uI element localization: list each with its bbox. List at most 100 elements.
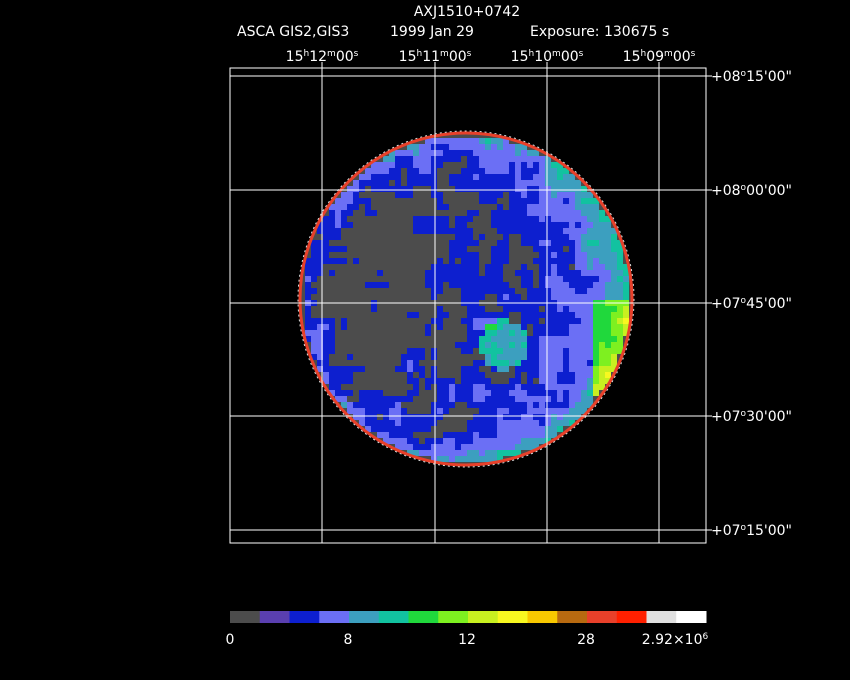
pixel xyxy=(341,192,347,198)
pixel xyxy=(479,396,485,402)
pixel xyxy=(473,210,479,216)
pixel xyxy=(419,150,425,156)
pixel xyxy=(383,420,389,426)
pixel xyxy=(509,426,515,432)
pixel xyxy=(449,390,455,396)
pixel xyxy=(593,210,599,216)
pixel xyxy=(443,312,449,318)
pixel xyxy=(545,432,551,438)
pixel xyxy=(485,414,491,420)
pixel xyxy=(539,438,545,444)
pixel xyxy=(383,438,389,444)
pixel xyxy=(503,312,509,318)
pixel xyxy=(467,420,473,426)
pixel xyxy=(497,192,503,198)
dec-label: +08o15'00" xyxy=(711,69,792,85)
pixel xyxy=(341,402,347,408)
pixel xyxy=(581,204,587,210)
pixel xyxy=(503,306,509,312)
pixel xyxy=(575,414,581,420)
colorbar-cell xyxy=(587,611,618,623)
pixel xyxy=(605,294,611,300)
pixel xyxy=(455,174,461,180)
pixel xyxy=(491,456,497,462)
pixel xyxy=(431,174,437,180)
pixel xyxy=(515,198,521,204)
pixel xyxy=(449,150,455,156)
pixel xyxy=(551,264,557,270)
pixel xyxy=(335,222,341,228)
ra-label-part: 15 xyxy=(623,49,641,65)
pixel xyxy=(533,324,539,330)
pixel xyxy=(521,330,527,336)
pixel xyxy=(551,324,557,330)
pixel xyxy=(539,294,545,300)
pixel xyxy=(425,276,431,282)
pixel xyxy=(467,228,473,234)
pixel xyxy=(563,234,569,240)
pixel xyxy=(503,228,509,234)
pixel xyxy=(473,426,479,432)
pixel xyxy=(491,348,497,354)
pixel xyxy=(557,282,563,288)
pixel xyxy=(599,228,605,234)
pixel xyxy=(305,270,311,276)
pixel xyxy=(437,288,443,294)
pixel xyxy=(539,252,545,258)
pixel xyxy=(437,276,443,282)
pixel xyxy=(419,420,425,426)
pixel xyxy=(521,426,527,432)
pixel xyxy=(575,234,581,240)
pixel xyxy=(557,294,563,300)
pixel xyxy=(359,414,365,420)
pixel xyxy=(503,210,509,216)
pixel xyxy=(515,402,521,408)
pixel xyxy=(623,330,629,336)
pixel xyxy=(323,378,329,384)
pixel xyxy=(461,348,467,354)
pixel xyxy=(521,360,527,366)
pixel xyxy=(503,414,509,420)
pixel xyxy=(587,378,593,384)
pixel xyxy=(491,276,497,282)
pixel xyxy=(497,252,503,258)
pixel xyxy=(497,138,503,144)
pixel xyxy=(455,186,461,192)
pixel xyxy=(431,150,437,156)
pixel xyxy=(389,402,395,408)
pixel xyxy=(539,186,545,192)
pixel xyxy=(473,138,479,144)
pixel xyxy=(311,288,317,294)
pixel xyxy=(305,318,311,324)
pixel xyxy=(455,150,461,156)
pixel xyxy=(425,156,431,162)
pixel xyxy=(563,408,569,414)
pixel xyxy=(581,258,587,264)
pixel xyxy=(581,252,587,258)
pixel xyxy=(335,234,341,240)
pixel xyxy=(569,282,575,288)
pixel xyxy=(497,354,503,360)
pixel xyxy=(335,372,341,378)
pixel xyxy=(329,210,335,216)
pixel xyxy=(509,198,515,204)
pixel xyxy=(533,312,539,318)
pixel xyxy=(443,144,449,150)
pixel xyxy=(443,402,449,408)
pixel xyxy=(437,138,443,144)
pixel xyxy=(425,282,431,288)
pixel xyxy=(317,330,323,336)
pixel xyxy=(473,372,479,378)
pixel xyxy=(407,144,413,150)
pixel xyxy=(587,390,593,396)
dec-label-part: +07 xyxy=(711,296,741,312)
pixel xyxy=(581,366,587,372)
pixel xyxy=(551,414,557,420)
pixel xyxy=(563,168,569,174)
dec-label-part: +07 xyxy=(711,523,741,539)
pixel xyxy=(485,270,491,276)
pixel xyxy=(509,306,515,312)
pixel xyxy=(443,378,449,384)
pixel xyxy=(329,318,335,324)
pixel xyxy=(491,144,497,150)
